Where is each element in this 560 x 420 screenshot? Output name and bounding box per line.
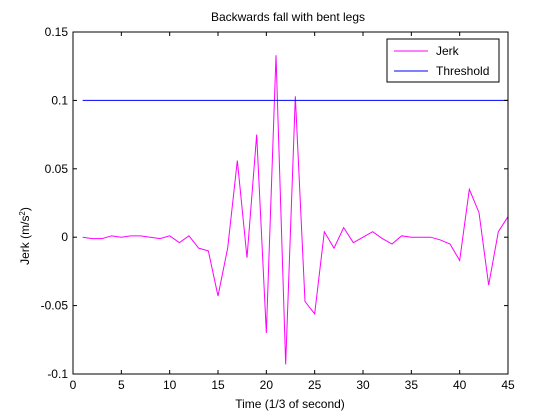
y-axis-label-sup: 2 <box>18 211 27 216</box>
y-tick-label: 0.05 <box>45 162 69 176</box>
y-axis-label: Jerk (m/s2) <box>18 207 32 265</box>
x-tick-label: 45 <box>501 378 515 392</box>
legend-label-threshold: Threshold <box>436 64 489 78</box>
y-tick-label: 0.1 <box>51 93 68 107</box>
x-tick-label: 25 <box>308 378 322 392</box>
x-tick-label: 35 <box>405 378 419 392</box>
y-axis-label-end: ) <box>18 207 32 211</box>
x-axis-label: Time (1/3 of second) <box>235 397 345 411</box>
y-tick-label: 0 <box>61 230 68 244</box>
x-tick-label: 40 <box>453 378 467 392</box>
axes-box <box>72 31 509 375</box>
chart-title: Backwards fall with bent legs <box>211 10 365 24</box>
y-tick-label: -0.05 <box>41 299 69 313</box>
x-tick-label: 0 <box>70 378 77 392</box>
x-tick-label: 10 <box>163 378 177 392</box>
x-tick-label: 30 <box>356 378 370 392</box>
legend-box <box>386 38 500 83</box>
x-tick-label: 5 <box>118 378 125 392</box>
plot-marks <box>82 55 509 365</box>
axis-ticks: 0 5 10 15 20 25 30 35 40 45 -0.1 -0.05 0 0.05 0.1 0.15 <box>41 25 515 392</box>
x-tick-label: 20 <box>260 378 274 392</box>
y-axis-label-main: Jerk (m/s <box>18 216 32 265</box>
y-tick-label: -0.1 <box>47 367 68 381</box>
legend: Jerk Threshold <box>386 38 500 83</box>
x-tick-label: 15 <box>211 378 225 392</box>
y-tick-label: 0.15 <box>45 25 69 39</box>
legend-label-jerk: Jerk <box>436 44 460 58</box>
series-line-jerk <box>82 55 509 365</box>
